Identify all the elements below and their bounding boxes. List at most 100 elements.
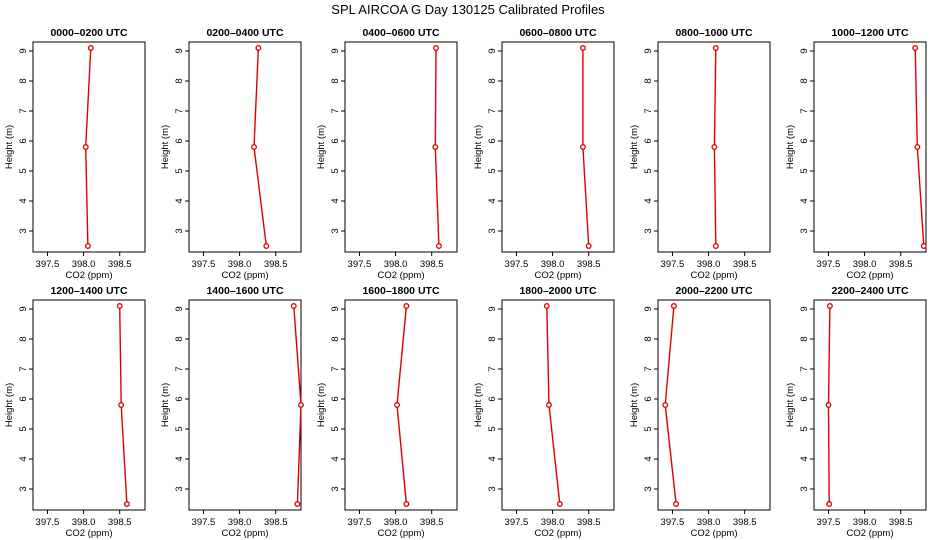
y-tick-label: 6 [643,138,654,143]
profile-panel: 0400–0600 UTC 397.5 398.0 398.5 3 4 5 6 7 8 9 CO2 (… [316,27,458,281]
y-tick-label: 5 [18,168,29,173]
y-tick-label: 4 [799,456,810,461]
y-tick-label: 4 [643,198,654,203]
y-tick-label: 7 [799,366,810,371]
y-tick-label: 9 [643,306,654,311]
plot-frame [657,41,771,253]
x-tick-label: 398.5 [420,517,444,528]
x-tick-label: 398.0 [72,259,96,270]
y-tick-label: 7 [18,366,29,371]
x-tick-label: 398.5 [733,517,757,528]
y-tick-label: 6 [330,396,341,401]
x-axis-label: CO2 (ppm) [222,270,269,281]
y-tick-label: 8 [643,336,654,341]
profile-point [670,303,677,309]
x-tick-label: 397.5 [661,517,685,528]
y-tick-label: 9 [643,48,654,53]
y-tick-label: 7 [487,108,498,113]
y-tick-label: 4 [487,456,498,461]
panel-title: 1600–1800 UTC [362,285,439,297]
profile-panel: 1800–2000 UTC 397.5 398.0 398.5 3 4 5 6 7 8 9 CO2 (… [473,285,615,539]
y-tick-label: 8 [487,78,498,83]
profile-panel: 1000–1200 UTC 397.5 398.0 398.5 3 4 5 6 7 8 9 CO2 (… [785,27,927,281]
plot-frame [188,299,302,511]
profile-point [403,501,410,507]
y-tick-label: 8 [174,78,185,83]
x-tick-label: 397.5 [36,517,60,528]
y-tick-label: 6 [487,138,498,143]
y-tick-label: 4 [799,198,810,203]
y-tick-label: 9 [174,48,185,53]
profile-point [294,501,301,507]
panel-title: 0200–0400 UTC [206,27,283,39]
y-tick-label: 6 [643,396,654,401]
profile-point [118,402,125,408]
profile-panel: 1400–1600 UTC 397.5 398.0 398.5 3 4 5 6 7 8 9 CO2 (… [160,285,304,539]
y-tick-label: 4 [487,198,498,203]
y-axis-label: Height (m) [4,383,15,427]
profile-point [543,303,550,309]
profile-point [920,243,927,249]
y-tick-label: 6 [330,138,341,143]
y-tick-label: 5 [174,168,185,173]
plot-frame [813,299,927,511]
panel-title: 0800–1000 UTC [675,27,752,39]
y-tick-label: 9 [799,48,810,53]
x-axis-label: CO2 (ppm) [691,528,738,539]
profile-point [433,45,439,51]
x-tick-label: 397.5 [192,517,216,528]
profile-panel: 0200–0400 UTC 397.5 398.0 398.5 3 4 5 6 7 8 9 CO2 (… [160,27,302,281]
y-axis-label: Height (m) [629,125,640,169]
profile-point [914,144,921,150]
x-axis-label: CO2 (ppm) [691,270,738,281]
x-tick-label: 398.0 [72,517,96,528]
profile-panel: 1200–1400 UTC 397.5 398.0 398.5 3 4 5 6 7 8 9 CO2 (… [4,285,146,539]
panel-title: 0400–0600 UTC [362,27,439,39]
x-tick-label: 398.0 [384,517,408,528]
profile-point [556,501,563,507]
y-tick-label: 7 [330,108,341,113]
x-tick-label: 398.0 [853,259,877,270]
y-tick-label: 3 [487,486,498,491]
x-tick-label: 398.0 [853,517,877,528]
x-axis-label: CO2 (ppm) [222,528,269,539]
profile-panel: 0000–0200 UTC 397.5 398.0 398.5 3 4 5 6 7 8 9 CO2 (… [4,27,146,281]
y-tick-label: 3 [487,228,498,233]
x-tick-label: 398.0 [384,259,408,270]
y-tick-label: 5 [174,426,185,431]
y-tick-label: 7 [643,366,654,371]
y-tick-label: 3 [18,228,29,233]
y-tick-label: 7 [330,366,341,371]
panel-title: 0000–0200 UTC [50,27,127,39]
y-tick-label: 8 [18,336,29,341]
y-tick-label: 5 [799,426,810,431]
y-tick-label: 5 [643,426,654,431]
profile-point [826,501,833,507]
x-axis-label: CO2 (ppm) [535,528,582,539]
y-tick-label: 6 [487,396,498,401]
profile-point [585,243,592,249]
y-tick-label: 3 [643,228,654,233]
profile-point [912,45,919,51]
profile-point [403,303,410,309]
x-tick-label: 398.5 [733,259,757,270]
profile-point [123,501,130,507]
y-tick-label: 8 [18,78,29,83]
x-tick-label: 398.0 [228,517,252,528]
profile-point [82,144,89,150]
y-axis-label: Height (m) [316,125,327,169]
y-tick-label: 9 [487,306,498,311]
x-axis-label: CO2 (ppm) [66,270,113,281]
y-tick-label: 4 [174,456,185,461]
x-tick-label: 398.5 [889,259,913,270]
y-axis-label: Height (m) [785,383,796,427]
y-tick-label: 4 [174,198,185,203]
y-tick-label: 4 [643,456,654,461]
y-tick-label: 7 [487,366,498,371]
y-tick-label: 5 [643,168,654,173]
profile-point [116,303,123,309]
panel-title: 0600–0800 UTC [519,27,596,39]
x-tick-label: 397.5 [661,259,685,270]
y-axis-label: Height (m) [316,383,327,427]
x-tick-label: 398.0 [697,259,721,270]
